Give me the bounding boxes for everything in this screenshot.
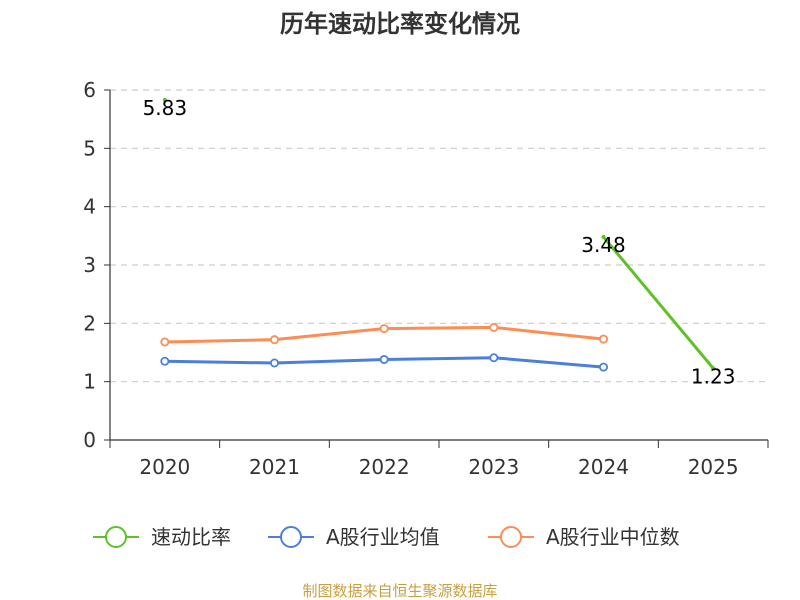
data-point-2024 xyxy=(599,362,609,372)
axes: 0 1 2 3 4 5 6 2020 2021 2022 2023 2024 2025 xyxy=(83,78,769,479)
data-labels: 5.83 3.48 1.23 xyxy=(143,96,736,388)
data-point-2021 xyxy=(269,358,279,368)
chart-title: 历年速动比率变化情况 xyxy=(280,10,520,38)
data-point-2025 xyxy=(711,366,716,371)
data-point-2020 xyxy=(160,337,170,347)
y-tick-label: 5 xyxy=(83,136,96,160)
data-label-2025: 1.23 xyxy=(691,364,736,388)
legend-label: A股行业中位数 xyxy=(546,525,680,549)
legend: 速动比率 A股行业均值 A股行业中位数 xyxy=(93,525,680,549)
legend-label: 速动比率 xyxy=(151,525,231,549)
data-point-2023 xyxy=(489,322,499,332)
legend-item-0: 速动比率 xyxy=(93,525,231,549)
data-point-2024 xyxy=(601,235,606,239)
gridlines xyxy=(110,89,768,383)
legend-label: A股行业均值 xyxy=(326,525,440,549)
series-layer xyxy=(160,97,716,372)
series-1 xyxy=(160,353,609,372)
data-label-2024: 3.48 xyxy=(581,233,626,257)
source-note: 制图数据来自恒生聚源数据库 xyxy=(302,582,497,600)
x-tick-label-2022: 2022 xyxy=(359,455,410,479)
data-point-2021 xyxy=(269,335,279,345)
series-2 xyxy=(160,322,609,347)
legend-marker xyxy=(500,526,522,548)
y-tick-label: 3 xyxy=(83,253,96,277)
x-tick-label-2024: 2024 xyxy=(578,455,629,479)
data-point-2022 xyxy=(379,324,389,334)
data-point-2022 xyxy=(379,354,389,364)
y-tick-label: 6 xyxy=(83,78,96,102)
y-tick-label: 1 xyxy=(83,370,96,394)
x-tick-label-2025: 2025 xyxy=(688,455,739,479)
legend-item-1: A股行业均值 xyxy=(268,525,440,549)
x-tick-label-2021: 2021 xyxy=(249,455,300,479)
series-0 xyxy=(162,97,716,371)
data-point-2020 xyxy=(162,97,167,102)
data-point-2023 xyxy=(489,353,499,363)
y-tick-label: 2 xyxy=(83,311,96,335)
x-tick-label-2023: 2023 xyxy=(468,455,519,479)
data-point-2020 xyxy=(160,356,170,366)
series-line-0-1 xyxy=(602,235,715,370)
x-tick-label-2020: 2020 xyxy=(139,455,190,479)
legend-marker xyxy=(280,526,302,548)
legend-item-2: A股行业中位数 xyxy=(488,525,680,549)
data-label-2020: 5.83 xyxy=(143,96,188,120)
y-tick-label: 0 xyxy=(83,428,96,452)
data-point-2024 xyxy=(599,334,609,344)
y-tick-label: 4 xyxy=(83,195,96,219)
legend-marker xyxy=(105,526,127,548)
